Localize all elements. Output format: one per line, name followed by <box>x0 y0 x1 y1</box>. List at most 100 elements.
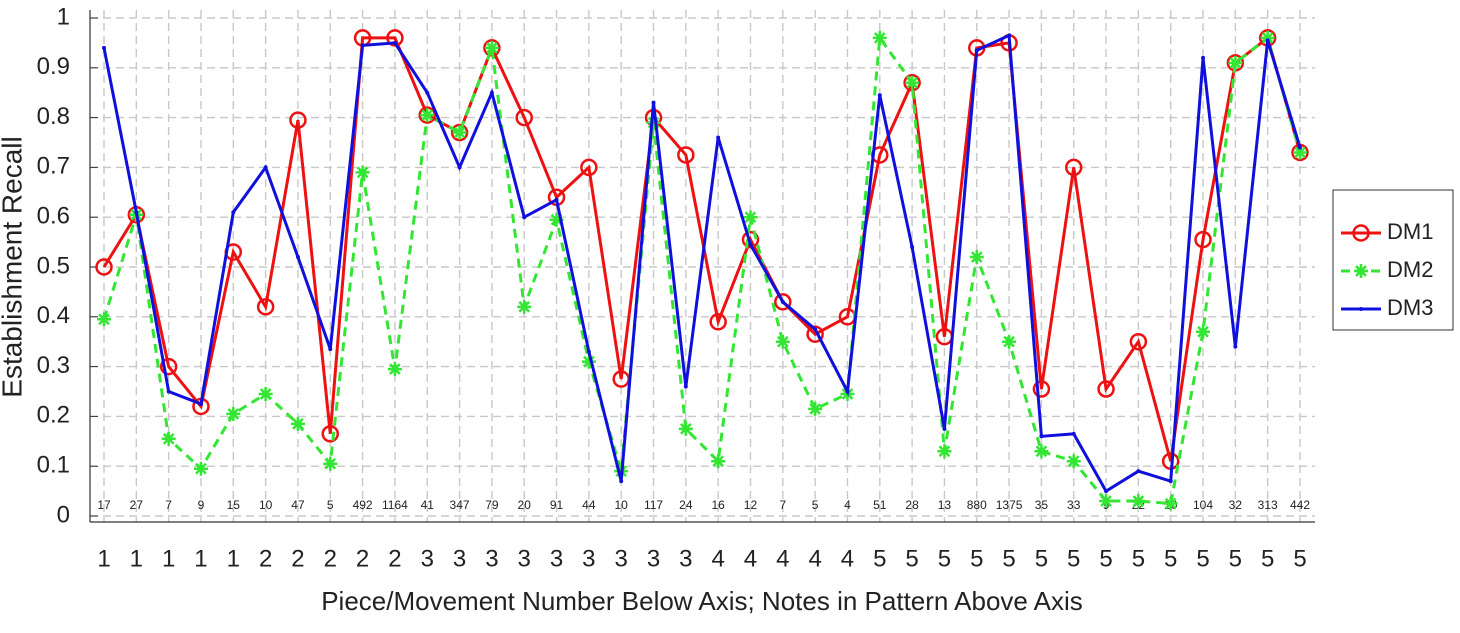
marker <box>289 111 307 129</box>
marker <box>1099 494 1114 509</box>
x-tick-label: 4 <box>776 545 789 572</box>
series <box>102 33 1302 494</box>
y-axis-label: Establishment Recall <box>0 136 27 397</box>
y-tick-label: 0.9 <box>37 53 70 80</box>
marker <box>646 115 661 130</box>
marker <box>1163 496 1178 511</box>
marker <box>974 48 979 53</box>
marker <box>1352 224 1370 242</box>
marker <box>1104 489 1109 494</box>
x-tick-label: 5 <box>1132 545 1145 572</box>
marker <box>872 30 887 45</box>
note-count-label: 79 <box>485 498 499 512</box>
legend-label: DM3 <box>1387 295 1433 320</box>
marker <box>134 210 139 215</box>
x-tick-label: 4 <box>841 545 854 572</box>
x-tick-label: 3 <box>485 545 498 572</box>
x-tick-label: 5 <box>1229 545 1242 572</box>
marker <box>580 158 598 177</box>
x-tick-label: 3 <box>679 545 692 572</box>
x-axis-label: Piece/Movement Number Below Axis; Notes … <box>321 586 1083 616</box>
marker <box>1097 380 1115 398</box>
marker <box>716 135 721 140</box>
note-count-label: 492 <box>353 498 373 512</box>
marker <box>263 165 268 170</box>
marker <box>1293 145 1307 160</box>
x-tick-label: 2 <box>324 545 337 572</box>
x-tick-label: 5 <box>1164 545 1177 572</box>
marker <box>910 245 915 250</box>
note-count-label: 7 <box>779 498 786 512</box>
marker <box>166 389 171 394</box>
marker <box>1064 158 1083 177</box>
marker <box>554 197 559 202</box>
marker <box>425 90 430 95</box>
legend-box <box>1332 189 1454 331</box>
marker <box>775 334 790 349</box>
marker <box>808 401 823 416</box>
marker <box>1233 344 1238 349</box>
marker <box>845 389 850 394</box>
note-count-label: 32 <box>1229 498 1243 512</box>
note-count-label: 104 <box>1193 498 1213 512</box>
marker <box>1034 444 1049 459</box>
marker <box>1129 332 1148 351</box>
marker <box>450 123 469 142</box>
note-count-label: 9 <box>198 498 205 512</box>
y-tick-label: 1 <box>57 3 70 30</box>
marker <box>1196 324 1211 339</box>
series-line <box>102 33 1302 506</box>
marker <box>323 456 338 471</box>
marker <box>231 210 236 215</box>
note-count-label: 10 <box>259 498 273 512</box>
note-count-label: 27 <box>130 498 144 512</box>
y-tick-label: 0.6 <box>37 203 70 230</box>
note-count-label: 7 <box>165 498 172 512</box>
x-tick-label: 1 <box>130 545 143 572</box>
marker <box>1201 55 1206 60</box>
x-tick-label: 5 <box>938 545 951 572</box>
marker <box>328 347 333 352</box>
marker <box>360 43 365 48</box>
marker <box>709 313 727 331</box>
marker <box>1354 264 1368 278</box>
note-count-label: 51 <box>873 498 887 512</box>
note-count-label: 24 <box>679 498 693 512</box>
marker <box>295 255 300 260</box>
marker <box>586 349 591 354</box>
note-count-label: 442 <box>1290 498 1310 512</box>
note-count-label: 28 <box>905 498 919 512</box>
marker <box>522 215 527 220</box>
y-tick-label: 0.8 <box>37 103 70 130</box>
x-tick-label: 4 <box>744 545 757 572</box>
x-tick-label: 5 <box>873 545 886 572</box>
note-count-label: 4 <box>844 498 851 512</box>
marker <box>489 90 494 95</box>
y-tick-label: 0.2 <box>37 402 70 429</box>
note-count-label: 91 <box>550 498 564 512</box>
note-count-label: 5 <box>327 498 334 512</box>
x-tick-label: 3 <box>615 545 628 572</box>
x-tick-label: 5 <box>1099 545 1112 572</box>
marker <box>457 165 462 170</box>
y-tick-label: 0.3 <box>37 352 70 379</box>
marker <box>1298 145 1302 150</box>
marker <box>226 406 241 421</box>
marker <box>1228 55 1243 70</box>
marker <box>743 210 758 225</box>
marker <box>392 40 397 45</box>
x-tick-label: 5 <box>1293 545 1306 572</box>
marker <box>651 100 656 105</box>
marker <box>806 325 824 343</box>
note-count-label: 20 <box>518 498 532 512</box>
marker <box>678 421 693 436</box>
marker <box>969 250 984 265</box>
x-tick-label: 3 <box>550 545 563 572</box>
legend-label: DM1 <box>1387 219 1433 244</box>
marker <box>387 362 402 377</box>
marker <box>290 416 305 431</box>
marker <box>420 108 435 123</box>
y-tick-label: 0.1 <box>37 452 70 479</box>
marker <box>484 40 499 55</box>
